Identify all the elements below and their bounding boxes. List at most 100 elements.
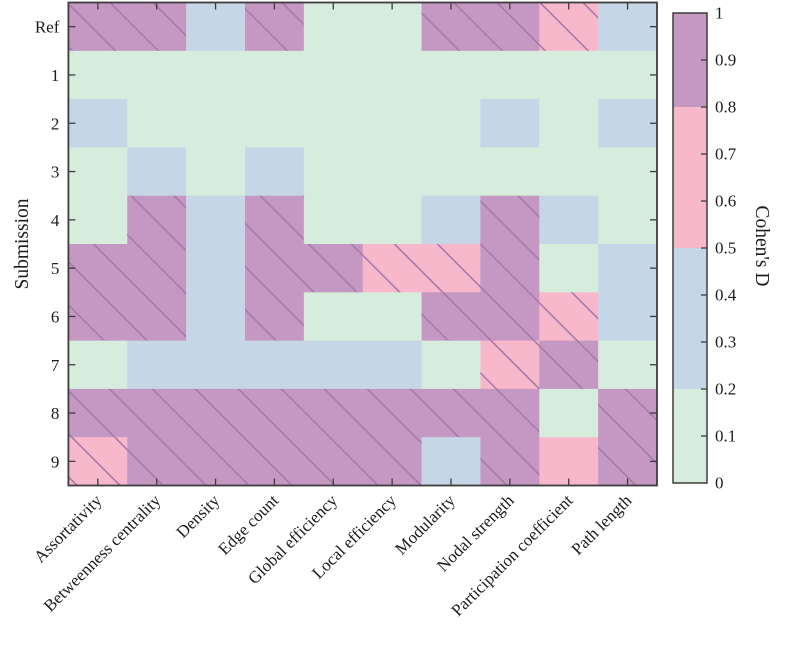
y-tick-label: Ref [35, 18, 60, 37]
heatmap-cell-3-6 [362, 147, 423, 197]
heatmap-cell-hatch [480, 340, 540, 390]
heatmap-cell-hatch [421, 292, 481, 342]
heatmap-cell-hatch [421, 2, 481, 52]
y-tick-label: 3 [51, 163, 60, 182]
heatmap-cell-hatch [244, 388, 305, 438]
heatmap-cell-hatch [362, 244, 423, 293]
heatmap-cell-2-4 [244, 99, 305, 148]
heatmap-cell-hatch [244, 2, 305, 52]
heatmap-cell-4-1 [68, 195, 128, 245]
colorbar-tick-label: 0.6 [715, 192, 736, 211]
heatmap-cell-6-6 [362, 292, 423, 342]
heatmap-cell-hatch [598, 437, 658, 486]
heatmap-cell-7-1 [68, 340, 128, 390]
heatmap-cell-3-8 [480, 147, 540, 197]
x-tick-label: Betweenness centrality [40, 491, 165, 616]
heatmap-cell-7-3 [186, 340, 246, 390]
heatmap-cell-4-10 [598, 195, 658, 245]
heatmap-cell-hatch [127, 292, 187, 342]
y-tick-label: 9 [51, 452, 60, 471]
heatmap-cell-1-3 [186, 50, 246, 100]
heatmap-cell-hatch [303, 437, 364, 486]
heatmap-cell-hatch [303, 388, 364, 438]
heatmap-cell-hatch [244, 292, 305, 342]
heatmap-cell-hatch [68, 2, 128, 52]
heatmap-cell-5-3 [186, 244, 246, 293]
colorbar-tick-label: 0.7 [715, 145, 737, 164]
heatmap-cell-hatch [186, 437, 246, 486]
heatmap-cell-hatch [68, 244, 128, 293]
heatmap-cell-hatch [68, 388, 128, 438]
plot-border [67, 1, 658, 487]
heatmap-cell-3-4 [244, 147, 305, 197]
heatmap-cell-hatch [480, 244, 540, 293]
heatmap-cell-1-8 [480, 50, 540, 100]
y-tick-label: 5 [51, 259, 60, 278]
heatmap-cell-hatch [127, 195, 187, 245]
heatmap-cell-hatch [127, 2, 187, 52]
heatmap-cell-hatch [539, 340, 599, 390]
heatmap-cell-hatch [68, 437, 128, 486]
heatmap-cell-2-2 [127, 99, 187, 148]
heatmap-cell-8-9 [539, 388, 599, 438]
heatmap-cell-hatch [421, 388, 481, 438]
heatmap-cell-2-6 [362, 99, 423, 148]
heatmap-cell-hatch [421, 244, 481, 293]
heatmap-cell-9-7 [421, 437, 481, 486]
heatmap-cell-7-7 [421, 340, 481, 390]
colorbar-title: Cohen's D [751, 206, 772, 287]
heatmap-cell-7-10 [598, 340, 658, 390]
heatmap-cell-1-1 [68, 50, 128, 100]
heatmap-cell-9-9 [539, 437, 599, 486]
heatmap-cell-1-9 [539, 50, 599, 100]
heatmap-cell-hatch [362, 437, 423, 486]
colorbar-tick-label: 0.8 [715, 98, 736, 117]
y-tick-label: 6 [51, 307, 60, 326]
colorbar-band-P [673, 107, 707, 248]
heatmap-cell-hatch [480, 195, 540, 245]
heatmap-cell-5-10 [598, 244, 658, 293]
colorbar-tick-label: 0.5 [715, 239, 736, 258]
heatmap-cell-7-6 [362, 340, 423, 390]
y-tick-label: 7 [51, 356, 60, 375]
heatmap-cell-1-7 [421, 50, 481, 100]
heatmap-cell-Ref-10 [598, 2, 658, 52]
heatmap-cell-3-10 [598, 147, 658, 197]
heatmap-cell-hatch [480, 388, 540, 438]
heatmap-cell-1-4 [244, 50, 305, 100]
heatmap-cell-7-4 [244, 340, 305, 390]
y-tick-label: 8 [51, 404, 60, 423]
heatmap-cell-Ref-6 [362, 2, 423, 52]
axes [67, 1, 658, 487]
heatmap-cell-2-5 [303, 99, 364, 148]
colorbar-band-B [673, 248, 707, 389]
heatmap-cell-3-2 [127, 147, 187, 197]
heatmap-cell-2-3 [186, 99, 246, 148]
heatmap-cell-hatch [598, 388, 658, 438]
heatmap-cell-1-10 [598, 50, 658, 100]
heatmap-cell-4-5 [303, 195, 364, 245]
heatmap-cell-1-2 [127, 50, 187, 100]
heatmap-cell-hatch [186, 388, 246, 438]
heatmap-cell-2-8 [480, 99, 540, 148]
colorbar-tick-label: 0 [715, 474, 724, 493]
heatmap-cell-2-10 [598, 99, 658, 148]
heatmap-cell-2-7 [421, 99, 481, 148]
heatmap-cell-3-5 [303, 147, 364, 197]
x-tick-label: Density [173, 491, 224, 542]
heatmap-cell-hatch [244, 244, 305, 293]
y-tick-label: 2 [51, 114, 60, 133]
heatmap-cell-2-1 [68, 99, 128, 148]
heatmap-cell-hatch [68, 292, 128, 342]
heatmap-cell-hatch [480, 2, 540, 52]
heatmap-cells [68, 2, 658, 486]
colorbar-tick-label: 0.4 [715, 286, 737, 305]
heatmap-cell-6-5 [303, 292, 364, 342]
heatmap-cell-hatch [480, 437, 540, 486]
heatmap-cell-4-9 [539, 195, 599, 245]
heatmap-cell-hatch [127, 388, 187, 438]
heatmap-cell-3-9 [539, 147, 599, 197]
heatmap-cell-Ref-3 [186, 2, 246, 52]
